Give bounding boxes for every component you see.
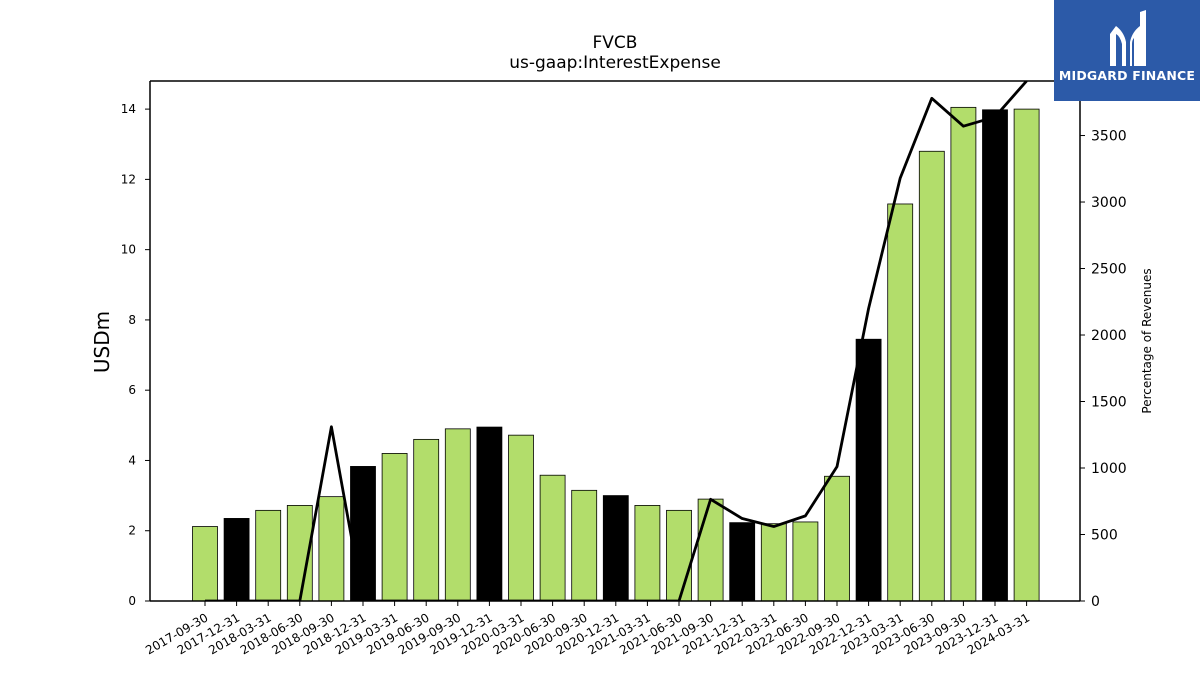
bar-2022-03-31 [760, 523, 787, 602]
bar-2017-12-31 [223, 518, 250, 602]
y2-tick-label: 2000 [1091, 328, 1127, 344]
bar-2020-03-31 [508, 434, 534, 602]
bar-2021-03-31 [634, 505, 661, 602]
y-tick-label: 10 [121, 243, 136, 257]
bar-2021-09-30 [697, 498, 724, 602]
bar-2019-12-31 [476, 426, 503, 602]
bar-2021-12-31 [729, 522, 756, 602]
y2-tick-label: 0 [1091, 594, 1100, 610]
bar-2020-06-30 [539, 474, 566, 602]
percentage-line [205, 81, 1028, 601]
y-tick-label: 4 [128, 453, 136, 467]
y-tick-label: 0 [128, 594, 136, 608]
bar-2018-12-31 [350, 466, 376, 602]
bar-2022-09-30 [824, 475, 850, 602]
chart-subtitle: us-gaap:InterestExpense [509, 53, 721, 73]
bar-2018-03-31 [255, 509, 282, 602]
y2-axis-label: Percentage of Revenues [1140, 268, 1154, 413]
y-tick-label: 6 [128, 383, 136, 397]
brand-logo: MIDGARD FINANCE [1054, 0, 1200, 101]
bar-2024-03-31 [1013, 108, 1040, 602]
bar-2019-06-30 [413, 438, 440, 602]
bar-2021-06-30 [666, 509, 692, 602]
logo-text: MIDGARD FINANCE [1058, 68, 1196, 83]
y2-tick-label: 3000 [1091, 195, 1127, 211]
bar-2020-09-30 [571, 489, 598, 602]
y-axis-label: USDm [90, 311, 114, 373]
bar-2023-03-31 [887, 203, 914, 602]
bar-2023-06-30 [918, 150, 945, 602]
y-tick-label: 8 [128, 313, 136, 327]
bar-2023-12-31 [982, 109, 1008, 602]
y-tick-label: 12 [121, 172, 136, 186]
bar-2017-09-30 [192, 526, 218, 602]
y2-tick-label: 500 [1091, 528, 1118, 544]
chart-title: FVCB [593, 33, 638, 53]
y2-tick-label: 1500 [1091, 395, 1127, 411]
bar-2019-09-30 [444, 428, 471, 602]
y2-tick-label: 2500 [1091, 262, 1127, 278]
bar-2022-12-31 [855, 338, 882, 602]
y2-tick-label: 1000 [1091, 461, 1127, 477]
bar-2023-09-30 [950, 106, 977, 602]
logo-mark-icon [1110, 10, 1146, 66]
y2-tick-label: 3500 [1091, 129, 1127, 145]
bar-2020-12-31 [602, 495, 629, 602]
y-tick-label: 2 [128, 524, 136, 538]
y-tick-label: 14 [121, 102, 136, 116]
bar-2022-06-30 [792, 521, 819, 602]
bar-2019-03-31 [381, 453, 408, 602]
bar-2018-09-30 [318, 496, 345, 602]
